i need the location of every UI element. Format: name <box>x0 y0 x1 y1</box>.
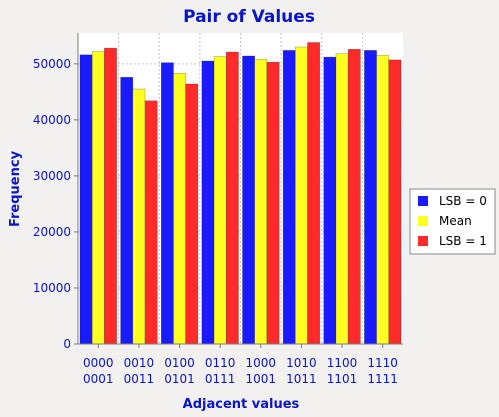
x-tick-label: 0011 <box>124 372 155 386</box>
x-tick-label: 1101 <box>327 372 358 386</box>
x-tick-label: 0110 <box>205 356 236 370</box>
bar <box>295 46 308 345</box>
x-tick-label: 1100 <box>327 356 358 370</box>
legend-label: Mean <box>439 214 472 228</box>
bar <box>307 42 321 345</box>
x-tick-label: 1111 <box>367 372 398 386</box>
bar <box>225 51 239 345</box>
bar <box>213 56 227 345</box>
y-axis-label: Frequency <box>8 150 23 227</box>
bar <box>120 76 134 345</box>
legend: LSB = 0 Mean LSB = 1 <box>409 188 496 255</box>
x-tick-label: 1001 <box>246 372 277 386</box>
bar <box>104 47 117 345</box>
bar <box>376 55 390 345</box>
chart-title: Pair of Values <box>183 7 315 27</box>
x-axis-label: Adjacent values <box>183 397 300 412</box>
y-tick-label: 10000 <box>33 281 71 295</box>
bar <box>347 48 361 345</box>
bar <box>160 62 174 345</box>
legend-label: LSB = 1 <box>439 234 487 248</box>
bar <box>254 59 268 345</box>
y-tick-label: 0 <box>63 337 71 351</box>
x-tick-label: 1000 <box>246 356 277 370</box>
y-tick-label: 20000 <box>33 225 71 239</box>
bar <box>132 88 146 345</box>
x-tick-label: 0000 <box>83 356 114 370</box>
legend-label: LSB = 0 <box>439 194 487 208</box>
y-tick-label: 50000 <box>33 57 71 71</box>
legend-swatch <box>418 196 428 206</box>
x-tick-label: 0010 <box>124 356 155 370</box>
bar <box>144 100 158 345</box>
x-tick-label: 1010 <box>286 356 317 370</box>
bar <box>266 61 280 345</box>
x-tick-labels: 0000 0001 0010 0011 0100 0101 0110 0111 1000 1001… <box>83 356 398 386</box>
y-tick-label: 40000 <box>33 113 71 127</box>
bar <box>388 59 402 345</box>
bar <box>335 53 349 345</box>
x-tick-label: 1011 <box>286 372 317 386</box>
y-tick-labels: 0 10000 20000 30000 40000 50000 <box>33 57 71 351</box>
bars <box>79 42 402 345</box>
legend-swatch <box>418 236 428 246</box>
x-tick-label: 1110 <box>367 356 398 370</box>
bar <box>201 60 215 345</box>
axes <box>74 33 403 348</box>
x-tick-label: 0111 <box>205 372 236 386</box>
x-tick-label: 0100 <box>164 356 195 370</box>
bar <box>323 56 337 345</box>
bar <box>282 50 296 345</box>
bar <box>173 73 186 345</box>
x-tick-label: 0101 <box>164 372 195 386</box>
bar <box>185 83 199 345</box>
bar <box>79 54 93 345</box>
bar <box>364 50 377 345</box>
legend-swatch <box>418 216 428 226</box>
bar <box>91 51 105 345</box>
bar <box>242 55 256 345</box>
y-tick-label: 30000 <box>33 169 71 183</box>
x-tick-label: 0001 <box>83 372 114 386</box>
